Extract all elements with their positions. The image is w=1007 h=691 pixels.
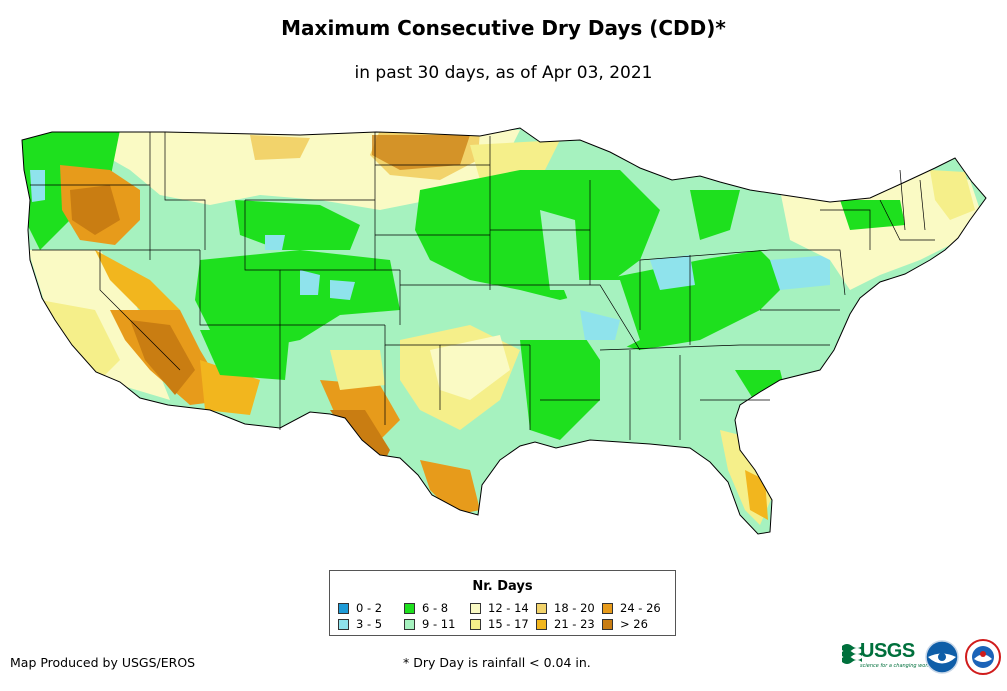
legend-item: 0 - 2: [338, 602, 382, 615]
legend-swatch: [470, 603, 481, 614]
legend-title: Nr. Days: [472, 579, 533, 594]
nws-logo-icon: [965, 639, 1001, 675]
legend-item: 18 - 20: [536, 602, 595, 615]
map-subtitle: in past 30 days, as of Apr 03, 2021: [354, 63, 653, 83]
usgs-wordmark: USGS: [860, 640, 915, 662]
legend-swatch: [536, 603, 547, 614]
legend-swatch: [602, 619, 613, 630]
legend-item: 9 - 11: [404, 618, 455, 631]
dry-day-regions: [22, 128, 986, 534]
legend-swatch: [338, 619, 349, 630]
legend-swatch: [602, 603, 613, 614]
map-title: Maximum Consecutive Dry Days (CDD)*: [281, 16, 726, 40]
legend-item: 21 - 23: [536, 618, 595, 631]
dry-day-footnote: * Dry Day is rainfall < 0.04 in.: [403, 655, 591, 670]
legend: Nr. Days 0 - 2 3 - 5 6 - 8 9 - 11 12 - 1…: [329, 570, 676, 636]
producer-credit: Map Produced by USGS/EROS: [10, 655, 196, 670]
usgs-logo-icon: [842, 644, 862, 664]
legend-item: 6 - 8: [404, 602, 448, 615]
legend-swatch: [536, 619, 547, 630]
legend-item: 15 - 17: [470, 618, 529, 631]
legend-item: > 26: [602, 618, 648, 631]
legend-swatch: [338, 603, 349, 614]
legend-swatch: [404, 619, 415, 630]
legend-item: 3 - 5: [338, 618, 382, 631]
legend-item: 24 - 26: [602, 602, 661, 615]
usgs-tagline: science for a changing world: [860, 663, 932, 669]
us-outline: [21, 127, 987, 535]
agency-logos: USGS science for a changing world: [840, 636, 1005, 682]
cdd-map: [21, 127, 987, 535]
legend-swatch: [470, 619, 481, 630]
legend-swatch: [404, 603, 415, 614]
noaa-logo-icon: [925, 640, 959, 674]
legend-item: 12 - 14: [470, 602, 529, 615]
state-borders: [30, 132, 935, 440]
